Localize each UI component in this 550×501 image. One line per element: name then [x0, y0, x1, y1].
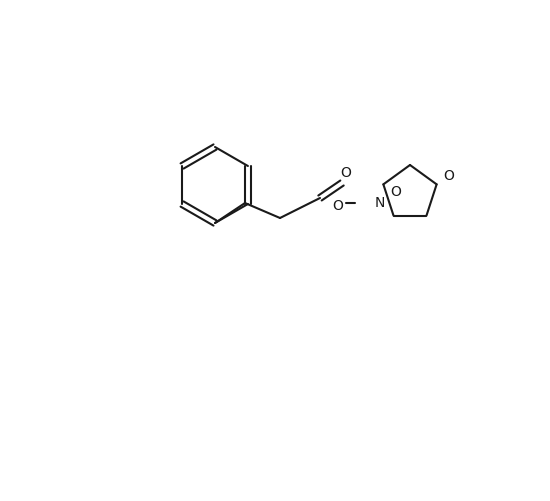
Text: O: O: [443, 169, 454, 183]
Text: N: N: [375, 196, 385, 210]
Text: O: O: [340, 166, 351, 180]
Text: O: O: [333, 199, 343, 213]
Text: O: O: [390, 185, 401, 199]
